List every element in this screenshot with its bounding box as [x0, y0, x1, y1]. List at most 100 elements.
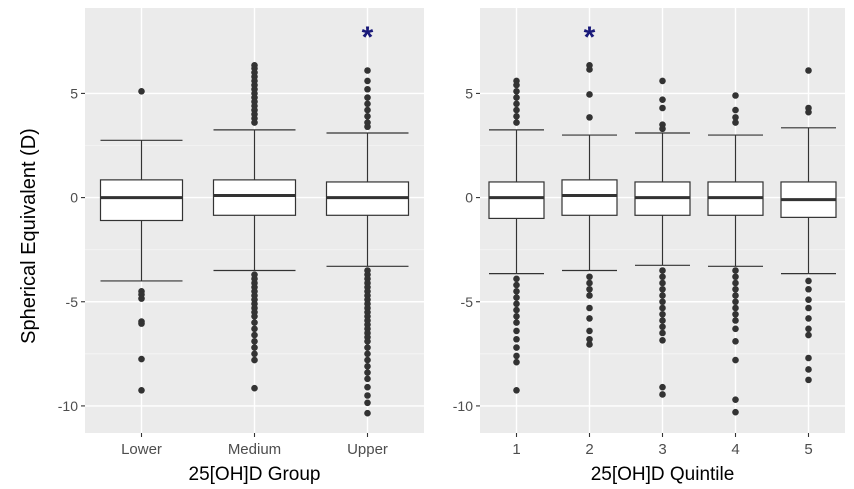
box-1 [488, 77, 545, 394]
x-axis-label: 25[OH]D Group [189, 464, 321, 485]
outlier-point [659, 279, 666, 287]
outlier-point [251, 331, 258, 339]
x-tick-label: 5 [804, 441, 812, 458]
panel-1: * 5 0 -5 -10 Lower Medium Upper 25[OH]D Group [58, 8, 424, 485]
outlier-point [659, 329, 666, 337]
outlier-point [513, 319, 520, 326]
outlier-point [513, 306, 520, 314]
outlier-point [732, 325, 739, 333]
outlier-point [805, 108, 812, 116]
outlier-point [364, 363, 371, 370]
outlier-point [805, 354, 812, 362]
x-tick-label: 1 [512, 441, 520, 458]
outlier-point [364, 113, 371, 120]
outlier-point [659, 391, 666, 398]
outlier-point [364, 350, 371, 358]
box-iqr [561, 179, 618, 216]
outlier-point [659, 104, 666, 112]
outlier-point [513, 275, 520, 283]
outlier-point [251, 119, 258, 126]
outlier-point [659, 273, 666, 281]
box-3 [634, 77, 691, 398]
outlier-point [513, 294, 520, 301]
outlier-point [805, 296, 812, 303]
y-tick-label: 0 [70, 190, 78, 206]
outlier-point [659, 77, 666, 85]
outlier-point [364, 409, 371, 417]
outlier-point [732, 292, 739, 299]
outlier-point [732, 338, 739, 345]
outlier-point [513, 300, 520, 308]
outlier-point [364, 106, 371, 114]
outlier-point [586, 114, 593, 121]
outlier-point [586, 273, 593, 281]
outlier-point [513, 113, 520, 120]
outlier-point [732, 317, 739, 324]
outlier-point [513, 327, 520, 335]
y-tick-label: 0 [465, 190, 473, 206]
outlier-point [364, 123, 371, 131]
x-axis-label: 25[OH]D Quintile [591, 464, 735, 485]
outlier-point [732, 119, 739, 126]
outlier-point [659, 336, 666, 344]
box-Upper [325, 67, 410, 417]
outlier-point [659, 310, 666, 318]
outlier-point [659, 317, 666, 324]
outlier-point [732, 267, 739, 274]
outlier-point [364, 85, 371, 93]
outlier-point [364, 392, 371, 399]
outlier-point [732, 285, 739, 293]
box-iqr [99, 179, 184, 222]
outlier-point [586, 327, 593, 335]
x-tick-label: Upper [347, 441, 388, 458]
outlier-point [251, 313, 258, 320]
box-5 [780, 67, 837, 384]
outlier-point [659, 323, 666, 331]
outlier-point [586, 304, 593, 312]
outlier-point [586, 66, 593, 73]
outlier-point [364, 399, 371, 407]
outlier-point [732, 304, 739, 312]
box-4 [707, 92, 764, 416]
outlier-point [251, 338, 258, 345]
outlier-point [364, 356, 371, 364]
outlier-point [138, 320, 145, 327]
outlier-point [659, 298, 666, 306]
outlier-point [586, 335, 593, 343]
outlier-point [659, 304, 666, 312]
outlier-point [138, 295, 145, 302]
outlier-point [513, 88, 520, 95]
outlier-point [659, 96, 666, 103]
outlier-point [364, 100, 371, 108]
outlier-point [586, 292, 593, 299]
outlier-point [659, 267, 666, 274]
outlier-point [364, 67, 371, 74]
x-tick-label: 4 [731, 441, 739, 458]
outlier-point [251, 344, 258, 351]
outlier-point [659, 125, 666, 133]
outlier-point [805, 285, 812, 293]
outlier-point [251, 319, 258, 326]
outlier-point [805, 331, 812, 339]
box-iqr [212, 179, 297, 216]
outlier-point [659, 383, 666, 391]
outlier-point [513, 288, 520, 295]
outlier-point [805, 325, 812, 333]
outlier-point [364, 77, 371, 85]
outlier-point [513, 344, 520, 351]
outlier-point [586, 91, 593, 98]
panel-2: * 5 0 -5 -10 1 2 3 4 5 25[OH]D Quintile [453, 8, 845, 485]
outlier-point [364, 375, 371, 383]
significance-asterisk: * [584, 21, 596, 54]
outlier-point [732, 106, 739, 114]
outlier-point [659, 285, 666, 293]
x-tick-label: Lower [121, 441, 162, 458]
outlier-point [251, 356, 258, 364]
outlier-point [732, 356, 739, 364]
outlier-point [805, 67, 812, 74]
outlier-point [513, 358, 520, 366]
outlier-point [513, 119, 520, 126]
outlier-point [364, 344, 371, 351]
outlier-point [251, 350, 258, 358]
